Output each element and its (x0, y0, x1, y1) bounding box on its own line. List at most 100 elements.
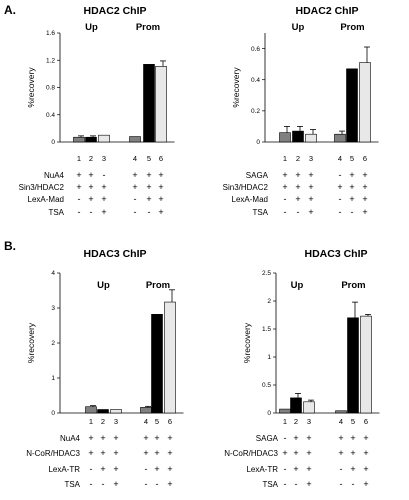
condition-sign: + (154, 448, 159, 458)
y-tick-label: 3 (51, 305, 55, 312)
condition-sign: + (293, 464, 298, 474)
condition-sign: + (295, 170, 300, 180)
lane-number: 4 (144, 417, 148, 426)
bar (151, 313, 163, 414)
condition-label: Sin3/HDAC2 (223, 183, 269, 192)
condition-sign: - (339, 194, 342, 204)
condition-sign: + (100, 433, 105, 443)
bar (335, 410, 347, 414)
condition-sign: + (293, 433, 298, 443)
lane-number: 4 (338, 154, 342, 163)
bar (347, 317, 359, 414)
chart-1: HDAC2 ChIP Up Prom 0 0.4 0.8 1.2 1.6 %recovery 1 2… (19, 5, 175, 217)
condition-sign: + (308, 194, 313, 204)
condition-sign: + (167, 448, 172, 458)
condition-sign: + (76, 182, 81, 192)
condition-label: SAGA (246, 171, 269, 180)
condition-sign: + (362, 207, 367, 217)
bar (305, 133, 317, 143)
bar (164, 301, 176, 414)
bar (279, 132, 291, 143)
condition-sign: - (78, 207, 81, 217)
condition-sign: + (338, 448, 343, 458)
y-tick-label: 1 (51, 375, 55, 382)
condition-sign: + (158, 194, 163, 204)
bar (346, 68, 358, 143)
bar (155, 66, 167, 143)
lane-number: 6 (159, 154, 163, 163)
condition-label: TSA (64, 480, 80, 489)
condition-sign: - (134, 207, 137, 217)
bar (97, 409, 109, 414)
condition-label: TSA (48, 208, 64, 217)
condition-sign: + (146, 194, 151, 204)
panel-letter-a: A. (4, 3, 16, 17)
condition-sign: + (338, 433, 343, 443)
condition-sign: - (102, 479, 105, 489)
condition-sign: + (76, 170, 81, 180)
condition-sign: + (88, 433, 93, 443)
chart-title: HDAC2 ChIP (295, 5, 358, 17)
condition-sign: + (132, 182, 137, 192)
condition-sign: + (308, 207, 313, 217)
y-tick-label: 1.5 (262, 326, 271, 333)
bar (360, 315, 372, 414)
condition-sign: + (362, 182, 367, 192)
condition-sign: + (363, 433, 368, 443)
lane-number: 3 (102, 154, 106, 163)
group-label-prom: Prom (341, 280, 365, 291)
condition-sign: - (351, 207, 354, 217)
group-label-up: Up (292, 22, 305, 33)
condition-sign: + (158, 207, 163, 217)
condition-sign: + (363, 448, 368, 458)
panel-letter-b: B. (4, 239, 16, 253)
condition-sign: - (156, 479, 159, 489)
bar (129, 136, 141, 143)
condition-sign: + (282, 448, 287, 458)
bar (279, 408, 291, 414)
condition-sign: + (295, 194, 300, 204)
condition-sign: + (306, 464, 311, 474)
bar (290, 397, 302, 414)
condition-sign: - (284, 433, 287, 443)
y-tick-label: 0 (267, 410, 271, 417)
condition-sign: - (134, 194, 137, 204)
y-tick-label: 0.2 (251, 108, 260, 115)
lane-number: 5 (155, 417, 159, 426)
y-tick-label: 2 (51, 340, 55, 347)
group-label-prom: Prom (146, 280, 170, 291)
lane-number: 5 (351, 417, 355, 426)
y-tick-label: 0.4 (46, 112, 55, 119)
y-tick-label: 1 (267, 354, 271, 361)
condition-sign: + (308, 170, 313, 180)
condition-sign: + (158, 170, 163, 180)
y-axis-label: %recovery (26, 67, 36, 108)
condition-sign: + (308, 182, 313, 192)
condition-sign: + (167, 433, 172, 443)
lane-number: 5 (350, 154, 354, 163)
lane-number: 2 (296, 154, 300, 163)
condition-sign: - (295, 479, 298, 489)
condition-sign: + (306, 433, 311, 443)
condition-sign: + (349, 182, 354, 192)
y-axis-label: %recovery (242, 322, 252, 363)
y-tick-label: 4 (51, 270, 55, 277)
condition-sign: - (284, 479, 287, 489)
condition-label: NuA4 (60, 434, 81, 443)
bar (110, 409, 122, 414)
condition-label: N-CoR/HDAC3 (26, 449, 80, 458)
condition-sign: + (101, 207, 106, 217)
y-tick-label: 0.8 (46, 85, 55, 92)
lane-number: 1 (89, 417, 93, 426)
condition-label: TSA (252, 208, 268, 217)
condition-sign: + (337, 182, 342, 192)
condition-label: LexA-TR (48, 465, 80, 474)
y-tick-label: 0 (256, 139, 260, 146)
condition-label: Sin3/HDAC2 (19, 183, 65, 192)
condition-sign: - (103, 170, 106, 180)
condition-sign: - (90, 207, 93, 217)
condition-sign: + (132, 170, 137, 180)
lane-number: 4 (133, 154, 137, 163)
